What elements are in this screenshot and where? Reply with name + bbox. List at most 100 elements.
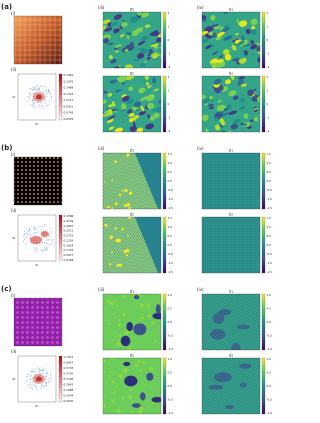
image-blob: [250, 18, 258, 26]
colorbar: [261, 152, 266, 210]
image-speck: [103, 359, 107, 364]
image-blob: [236, 324, 250, 330]
scatter-point: [33, 104, 35, 105]
image: [196, 76, 260, 132]
colorbar-tick-label: 0.0: [267, 179, 272, 183]
image-blob: [252, 107, 259, 111]
scatter-point: [27, 384, 28, 386]
image-frame: [201, 357, 261, 415]
colorbar-tick-label: -1.0: [267, 411, 273, 415]
scatter-point: [39, 370, 41, 372]
image-blob: [196, 90, 202, 95]
scatter-point: [46, 375, 47, 377]
image-blob: [250, 29, 257, 36]
scatter-point: [41, 373, 43, 374]
scatter-point: [33, 87, 34, 89]
image-blob: [126, 109, 133, 114]
scatter-point: [45, 385, 47, 387]
scatter-point: [31, 226, 32, 228]
image: [103, 76, 161, 132]
scatter-point: [33, 251, 35, 253]
image-blob: [202, 18, 207, 22]
scatter-point: [31, 92, 33, 94]
colorbar-tick-label: 1: [267, 89, 269, 93]
scatter-point: [35, 387, 37, 389]
image-blob: [114, 202, 118, 206]
part-label: (ii): [11, 349, 17, 354]
image-title: z₂: [130, 72, 134, 77]
colorbar-tick-label: 0.0917: [64, 253, 74, 257]
image-blob: [128, 207, 132, 209]
scatter-point: [31, 86, 33, 88]
scatter-point: [22, 234, 24, 236]
scatter-point: [31, 89, 32, 90]
image-blob: [231, 44, 237, 51]
image: [202, 12, 260, 75]
colorbar-tick-label: -0.5: [267, 334, 273, 338]
image-blob: [210, 44, 214, 48]
image-blob: [121, 94, 127, 98]
image-blob: [239, 57, 247, 64]
image-blob: [212, 64, 216, 68]
scatter-point: [45, 90, 47, 92]
image-blob: [129, 16, 139, 23]
scatter-point: [51, 96, 52, 98]
scatter-point: [41, 106, 43, 107]
scatter-point: [25, 232, 27, 234]
colorbar-tick-label: 0.0: [267, 384, 272, 388]
scatter-point: [38, 225, 40, 227]
scatter-point: [47, 244, 49, 245]
image-blob: [140, 105, 145, 112]
scatter-point: [34, 87, 36, 89]
scatter-point: [41, 85, 43, 87]
scatter-point: [33, 93, 34, 95]
scatter-x-label: z₁: [35, 122, 39, 126]
scatter-point: [31, 384, 33, 385]
image-frame: [102, 357, 162, 415]
scatter-point: [24, 232, 25, 234]
scatter-point: [33, 102, 35, 104]
image-speck: [108, 375, 111, 378]
scatter-point: [33, 89, 35, 91]
colorbar: [58, 355, 63, 403]
image-title: s₂: [229, 354, 233, 359]
image-blob: [231, 57, 240, 62]
colorbar: [261, 75, 266, 133]
scatter-point: [45, 100, 47, 101]
scatter-point: [30, 88, 31, 90]
image-blob: [221, 69, 226, 75]
colorbar-tick-label: -2: [168, 129, 171, 133]
image-blob: [111, 179, 113, 182]
scatter-point: [28, 231, 29, 233]
scatter-point: [41, 384, 43, 386]
colorbar-tick-label: 1.0: [267, 161, 272, 165]
scatter-point: [45, 372, 47, 374]
scatter-point: [29, 238, 31, 240]
part-label: (iii): [98, 5, 105, 10]
scatter-point: [30, 371, 32, 373]
image-blob: [107, 115, 116, 120]
image-speck: [107, 299, 112, 305]
colorbar-tick-label: 1.0: [168, 225, 173, 229]
image-speck: [114, 358, 117, 360]
image-blob: [137, 12, 142, 16]
scatter-point: [34, 372, 36, 374]
scatter-point: [27, 230, 29, 232]
image-blob: [232, 118, 241, 124]
colorbar-tick-label: 0.3796: [64, 377, 74, 381]
image-blob: [125, 254, 129, 257]
scatter-point: [40, 387, 41, 389]
scatter-point: [44, 91, 46, 93]
colorbar-tick-label: -0.5: [267, 188, 273, 192]
scatter-point: [46, 93, 48, 95]
scatter-point: [35, 385, 37, 387]
image-blob: [133, 294, 140, 300]
scatter-point: [43, 248, 45, 249]
scatter-point: [36, 369, 37, 371]
scatter-point: [48, 380, 49, 382]
scatter-point: [41, 91, 42, 93]
sample-image: [14, 298, 62, 346]
scatter-point: [49, 376, 51, 378]
colorbar-tick-label: -1.0: [168, 411, 174, 415]
image-blob: [152, 77, 157, 84]
